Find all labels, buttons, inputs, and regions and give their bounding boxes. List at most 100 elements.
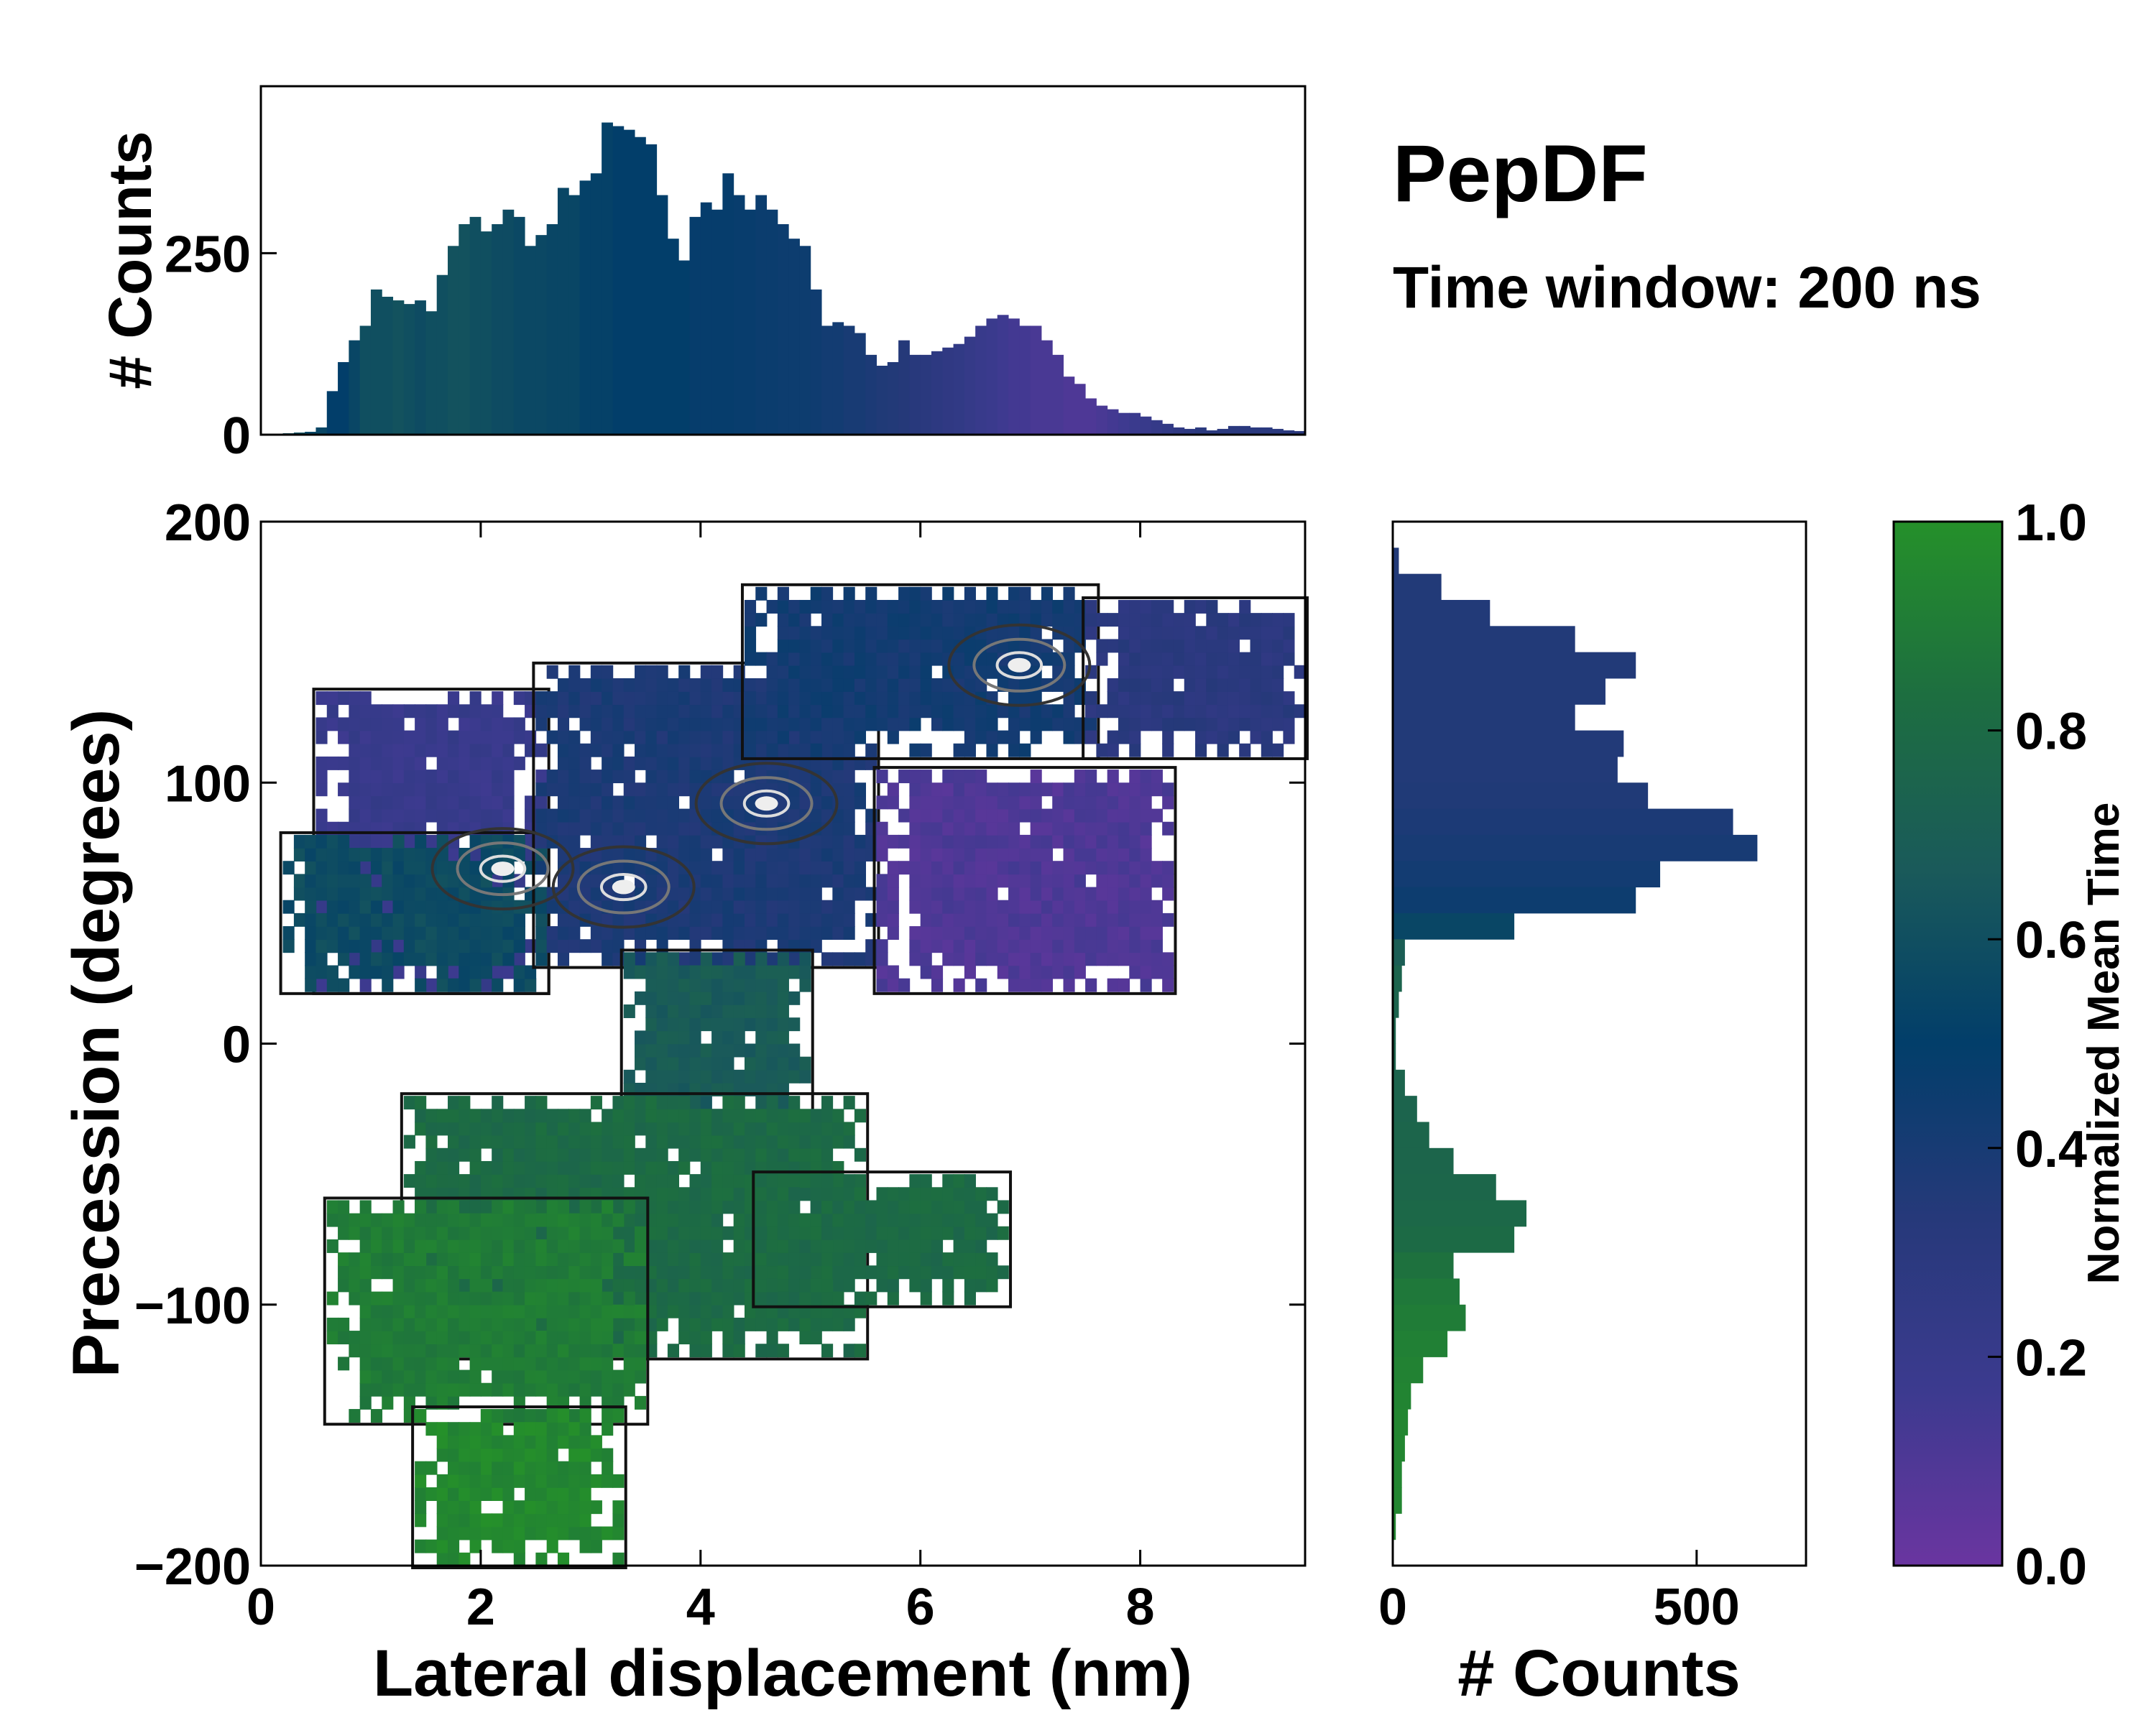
- heatmap-cell: [722, 1160, 734, 1175]
- heatmap-cell: [766, 1030, 778, 1045]
- heatmap-cell: [623, 770, 635, 784]
- heatmap-cell: [612, 1122, 625, 1136]
- heatmap-cell: [513, 1331, 525, 1345]
- heatmap-cell: [931, 652, 944, 666]
- heatmap-cell: [392, 861, 405, 875]
- heatmap-cell: [382, 1344, 394, 1358]
- heatmap-cell: [392, 770, 405, 784]
- heatmap-cell: [1008, 808, 1021, 823]
- heatmap-cell: [1118, 978, 1130, 992]
- heatmap-cell: [326, 1200, 338, 1214]
- heatmap-cell: [832, 770, 844, 784]
- heatmap-cell: [403, 808, 415, 823]
- heatmap-cell: [1063, 639, 1075, 653]
- heatmap-cell: [502, 795, 515, 810]
- heatmap-cell: [1129, 613, 1141, 627]
- heatmap-cell: [1030, 952, 1042, 966]
- density-peak: [612, 879, 635, 895]
- heatmap-cell: [931, 1239, 944, 1253]
- heatmap-cell: [568, 821, 581, 836]
- heatmap-cell: [469, 770, 482, 784]
- heatmap-cell: [338, 1357, 350, 1371]
- heatmap-cell: [415, 1291, 427, 1306]
- heatmap-cell: [832, 730, 844, 744]
- heatmap-cell: [865, 613, 877, 627]
- heatmap-cell: [436, 1500, 448, 1515]
- heatmap-cell: [623, 912, 635, 927]
- heatmap-cell: [469, 782, 482, 797]
- heatmap-cell: [821, 678, 834, 692]
- heatmap-cell: [382, 912, 394, 927]
- heatmap-cell: [602, 1474, 614, 1488]
- heatmap-cell: [326, 691, 338, 706]
- heatmap-cell: [667, 1252, 679, 1267]
- heatmap-cell: [843, 1265, 855, 1280]
- heatmap-cell: [502, 743, 515, 757]
- heatmap-cell: [711, 1017, 724, 1032]
- heatmap-cell: [1107, 691, 1119, 706]
- heatmap-cell: [909, 939, 921, 953]
- heatmap-cell: [612, 1096, 625, 1110]
- heatmap-cell: [964, 926, 976, 940]
- heatmap-cell: [293, 887, 305, 901]
- heatmap-cell: [799, 1056, 811, 1071]
- top-hist-bar: [1250, 427, 1262, 435]
- heatmap-cell: [612, 691, 625, 706]
- heatmap-cell: [766, 1187, 778, 1201]
- heatmap-cell: [843, 1187, 855, 1201]
- heatmap-cell: [557, 1487, 570, 1501]
- heatmap-cell: [997, 939, 1009, 953]
- heatmap-cell: [1085, 626, 1097, 640]
- heatmap-cell: [480, 1304, 492, 1318]
- heatmap-cell: [645, 821, 658, 836]
- heatmap-cell: [590, 821, 602, 836]
- heatmap-cell: [579, 770, 591, 784]
- top-hist-bar: [579, 180, 591, 435]
- heatmap-cell: [492, 978, 504, 992]
- heatmap-cell: [502, 1474, 515, 1488]
- heatmap-cell: [492, 1357, 504, 1371]
- heatmap-cell: [579, 1513, 591, 1528]
- heatmap-cell: [415, 1382, 427, 1397]
- heatmap-cell: [305, 874, 317, 888]
- heatmap-cell: [492, 1331, 504, 1345]
- heatmap-cell: [1008, 900, 1021, 914]
- heatmap-cell: [590, 665, 602, 679]
- heatmap-cell: [975, 1239, 987, 1253]
- heatmap-cell: [777, 1147, 789, 1162]
- heatmap-cell: [656, 1004, 668, 1018]
- heatmap-cell: [986, 1213, 998, 1227]
- heatmap-cell: [1107, 613, 1119, 627]
- heatmap-cell: [997, 704, 1009, 719]
- right-hist-bar: [1393, 1147, 1454, 1175]
- heatmap-cell: [1272, 704, 1284, 719]
- heatmap-cell: [711, 1056, 724, 1071]
- heatmap-cell: [623, 821, 635, 836]
- heatmap-cell: [1085, 900, 1097, 914]
- heatmap-cell: [480, 1382, 492, 1397]
- heatmap-cell: [975, 939, 987, 953]
- top-hist-bar: [1140, 416, 1152, 435]
- heatmap-cell: [689, 1265, 701, 1280]
- heatmap-cell: [799, 1331, 811, 1345]
- heatmap-cell: [920, 1187, 932, 1201]
- heatmap-cell: [557, 1291, 570, 1306]
- heatmap-cell: [525, 1344, 537, 1358]
- heatmap-cell: [623, 1147, 635, 1162]
- heatmap-cell: [832, 1278, 844, 1293]
- heatmap-cell: [480, 1344, 492, 1358]
- heatmap-cell: [821, 586, 834, 601]
- heatmap-cell: [953, 821, 965, 836]
- heatmap-cell: [1283, 704, 1295, 719]
- heatmap-cell: [557, 1474, 570, 1488]
- heatmap-cell: [1074, 848, 1086, 862]
- heatmap-cell: [909, 613, 921, 627]
- heatmap-cell: [635, 965, 647, 979]
- heatmap-cell: [338, 1226, 350, 1240]
- heatmap-cell: [480, 704, 492, 719]
- heatmap-cell: [370, 730, 383, 744]
- heatmap-cell: [1085, 782, 1097, 797]
- heatmap-cell: [887, 978, 899, 992]
- heatmap-cell: [700, 952, 712, 966]
